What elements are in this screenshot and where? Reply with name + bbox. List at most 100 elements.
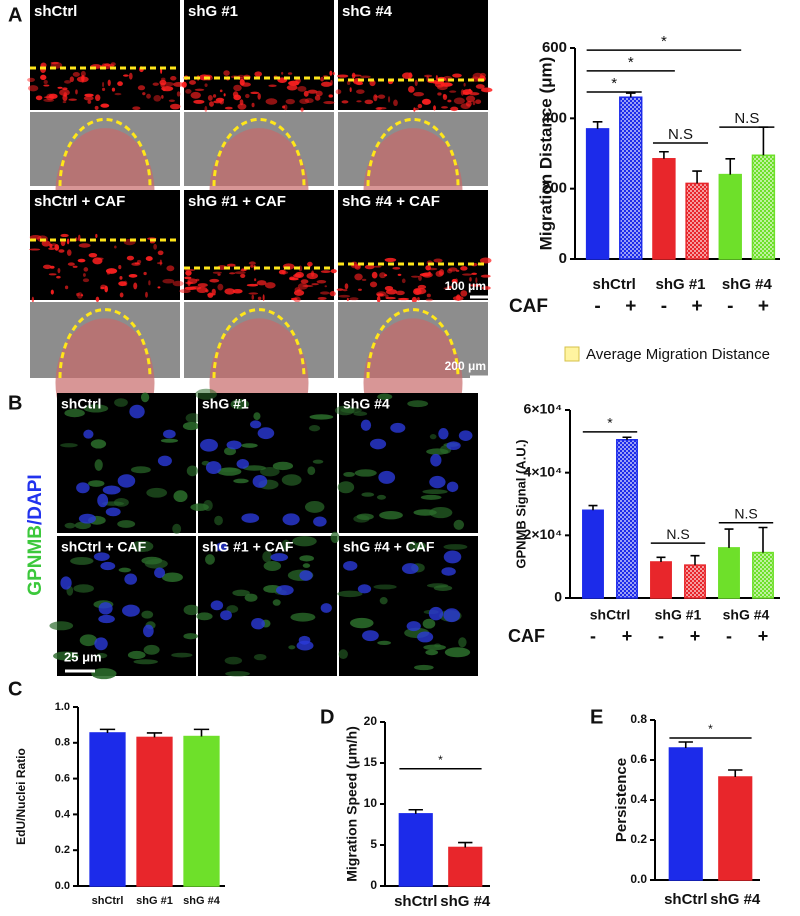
cell — [285, 98, 295, 105]
green-cell — [299, 555, 314, 562]
cell — [297, 85, 307, 92]
cell — [373, 94, 378, 102]
green-cell — [429, 434, 437, 440]
panel-letter: E — [590, 706, 603, 728]
green-cell — [224, 656, 243, 665]
x-tick-label: shG #4 — [440, 893, 491, 910]
green-cell — [133, 659, 158, 665]
nucleus — [446, 481, 459, 493]
error-bar — [99, 728, 116, 733]
avg-line — [212, 308, 306, 379]
cell — [206, 293, 216, 296]
cell — [385, 294, 389, 299]
green-cell — [453, 519, 465, 530]
cell — [194, 88, 205, 91]
cell — [268, 84, 277, 87]
cell — [251, 102, 255, 108]
cell — [481, 286, 491, 290]
green-cell — [253, 653, 267, 661]
x-tick-label: shG #1 — [136, 895, 173, 907]
cell — [57, 268, 61, 274]
x-tick-label: shG #4 — [710, 891, 761, 908]
cell — [408, 72, 413, 79]
cell — [100, 103, 110, 108]
cell — [128, 72, 133, 80]
cell — [465, 95, 476, 103]
cell — [433, 258, 443, 263]
cell — [166, 265, 175, 272]
cell — [76, 76, 89, 83]
cell — [315, 90, 323, 97]
cell — [146, 93, 151, 99]
green-cell — [337, 481, 355, 494]
green-cell — [160, 438, 179, 443]
green-cell — [130, 540, 154, 552]
green-cell — [288, 645, 296, 650]
panel-label: shCtrl — [61, 396, 101, 412]
cell — [204, 105, 208, 113]
nucleus — [390, 422, 406, 433]
cell — [211, 288, 216, 296]
nucleus — [200, 438, 218, 452]
cell — [342, 289, 348, 292]
y-axis-label: GPNMB Signal (A.U.) — [513, 439, 528, 568]
annotation: * — [708, 722, 713, 736]
cell — [58, 249, 65, 253]
nucleus — [430, 453, 442, 467]
nucleus — [83, 429, 94, 439]
green-cell — [263, 561, 282, 572]
nucleus — [98, 614, 115, 624]
bar — [619, 96, 643, 260]
cell — [413, 92, 425, 97]
green-cell — [73, 584, 94, 593]
nucleus — [94, 637, 108, 651]
green-cell — [407, 400, 429, 408]
cell — [117, 81, 123, 87]
green-cell — [379, 511, 403, 520]
cell — [426, 267, 438, 271]
cell — [83, 267, 89, 272]
x-tick-label: shCtrl — [394, 893, 437, 910]
cell — [118, 265, 122, 270]
cell — [411, 296, 417, 303]
green-cell — [413, 664, 434, 671]
cell — [356, 100, 362, 103]
cell — [77, 258, 86, 263]
nucleus — [124, 573, 138, 585]
cell — [379, 272, 387, 279]
cell — [250, 264, 254, 268]
cell — [185, 89, 192, 94]
cell — [156, 262, 163, 265]
green-cell — [361, 492, 375, 497]
bar — [616, 439, 638, 599]
cell — [87, 100, 92, 104]
cell — [119, 292, 124, 298]
cell — [297, 283, 309, 290]
nucleus — [215, 542, 228, 552]
cell — [262, 294, 265, 301]
cell — [373, 265, 382, 268]
group-label: shG #1 — [655, 607, 702, 623]
green-cell — [233, 478, 249, 484]
cell — [307, 261, 313, 267]
green-cell — [338, 649, 348, 660]
cell — [336, 288, 344, 291]
cell — [48, 247, 56, 251]
green-cell — [304, 500, 325, 513]
cell — [107, 79, 111, 87]
cell — [189, 80, 196, 85]
y-tick-label: 4×10⁴ — [524, 463, 563, 479]
scale-label: 100 μm — [445, 279, 486, 293]
cell — [80, 294, 84, 297]
green-cell — [146, 487, 168, 498]
cell — [172, 280, 184, 287]
nucleus — [60, 576, 72, 590]
cell — [137, 85, 146, 91]
cell — [414, 107, 419, 111]
cell — [341, 100, 349, 104]
cell — [384, 285, 394, 291]
cell — [157, 250, 164, 256]
y-tick-label: 6×10⁴ — [524, 401, 563, 417]
cell — [293, 289, 305, 296]
